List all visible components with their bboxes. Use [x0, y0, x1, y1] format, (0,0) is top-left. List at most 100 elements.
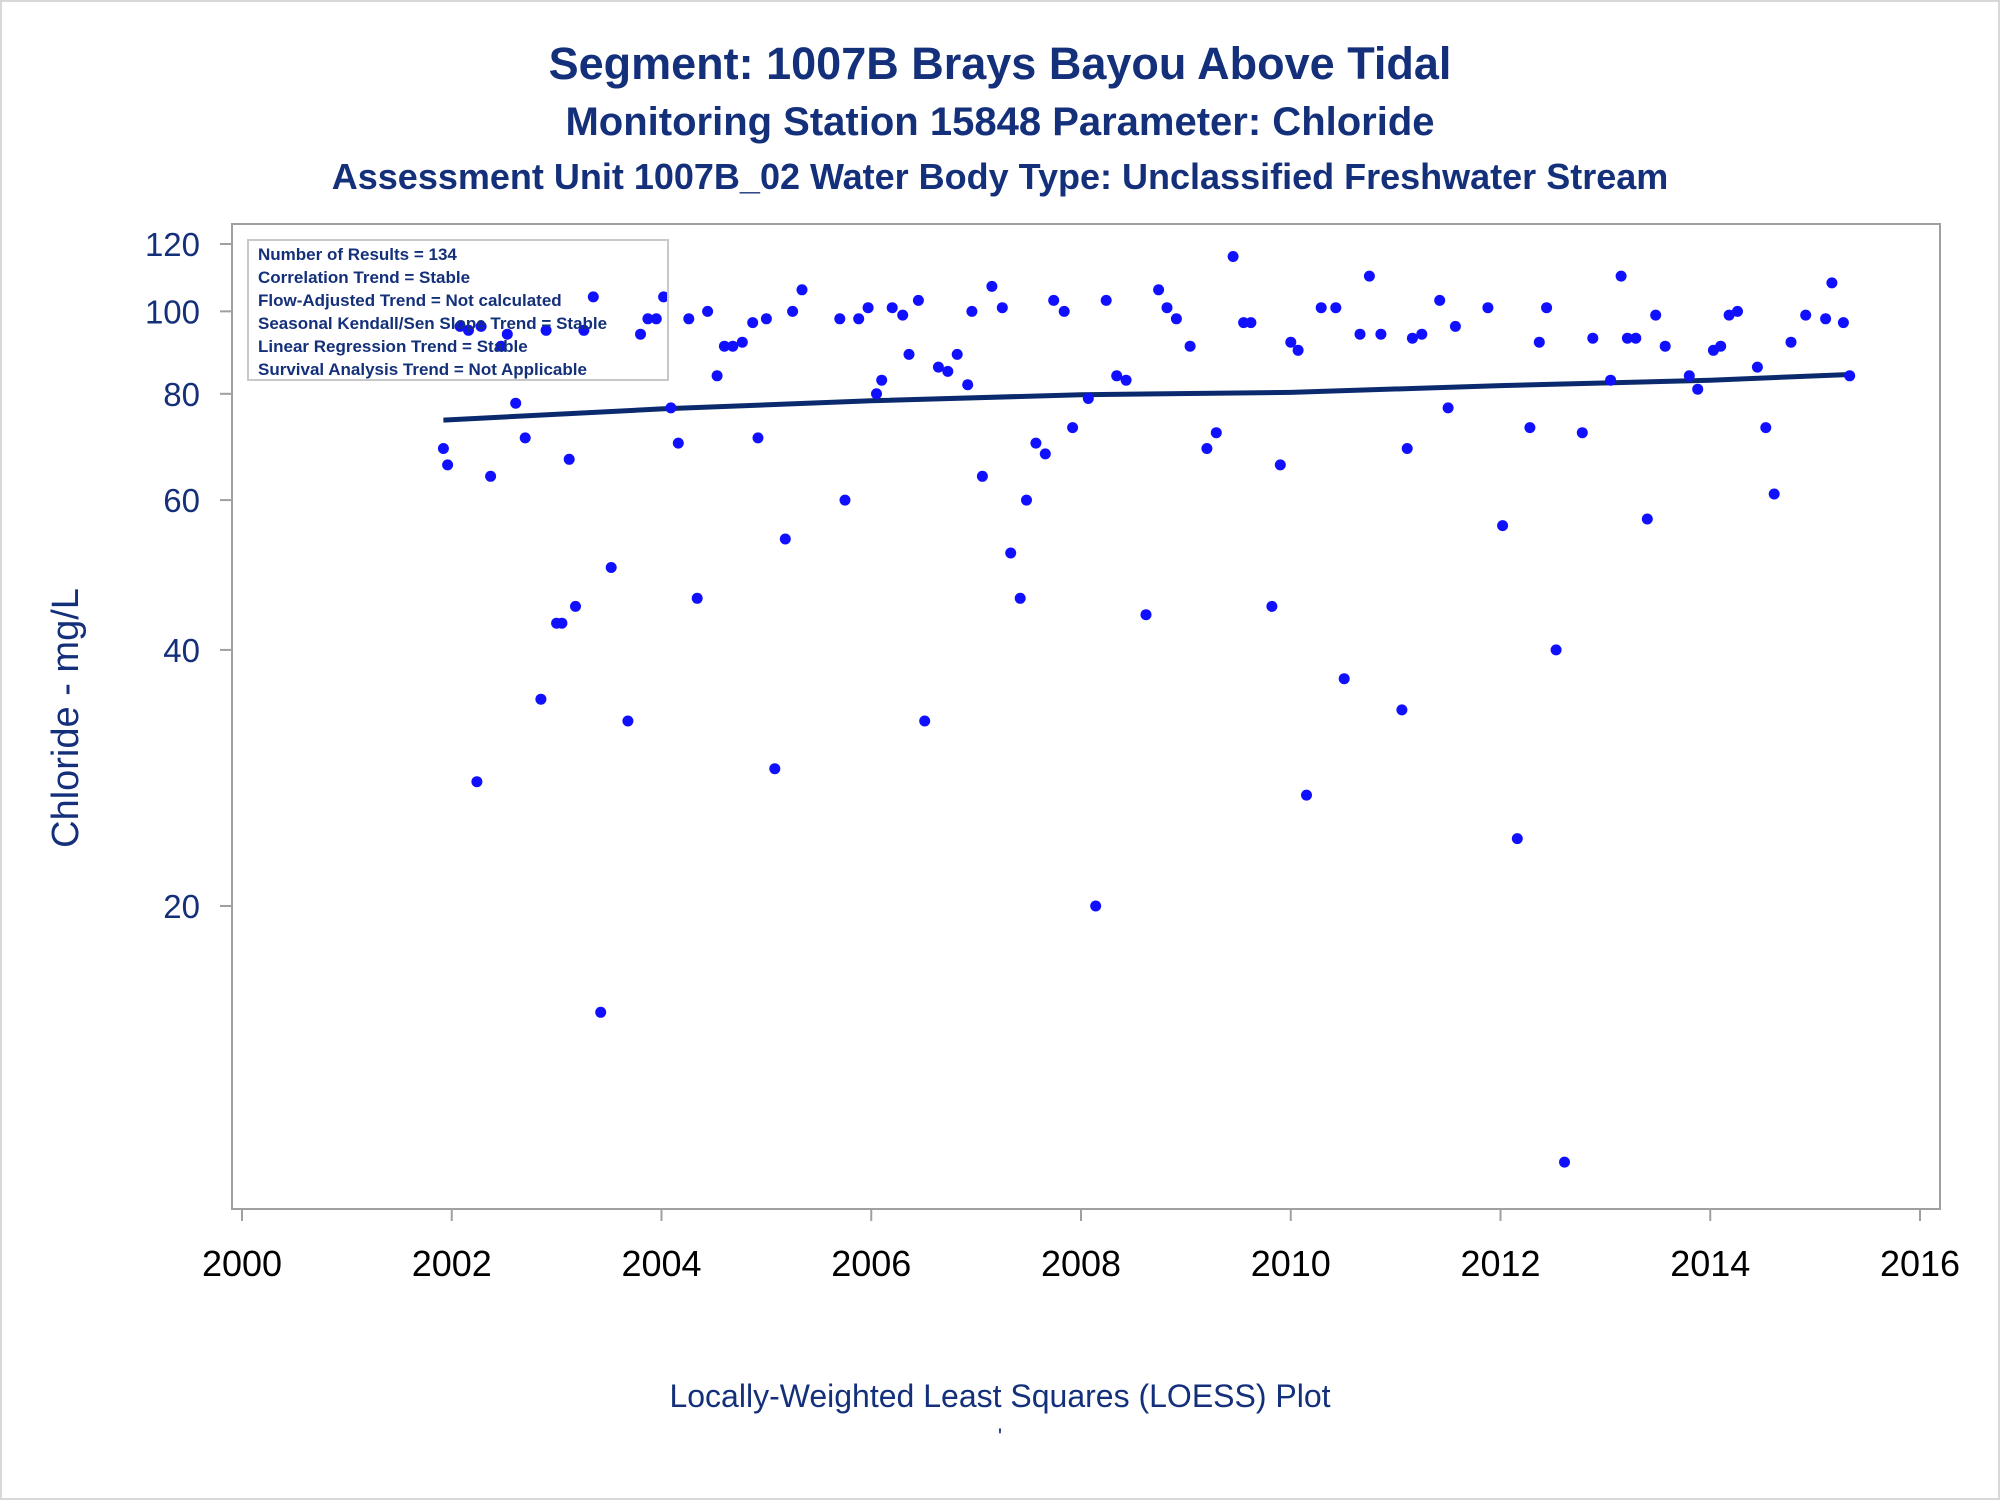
data-point: [1723, 309, 1735, 321]
data-point: [1245, 317, 1257, 329]
data-point: [942, 365, 954, 377]
data-point: [570, 600, 581, 612]
plot-area: [231, 223, 1941, 1210]
data-point: [779, 533, 791, 545]
data-point: [1442, 402, 1454, 414]
data-point: [1375, 328, 1387, 340]
data-point: [691, 592, 703, 604]
data-point: [1153, 284, 1165, 296]
data-point: [556, 617, 568, 629]
data-point: [1338, 673, 1350, 685]
y-tick-label: 20: [163, 888, 200, 925]
data-point: [1170, 313, 1182, 325]
data-point: [951, 348, 963, 360]
data-point: [1576, 427, 1588, 439]
data-point: [501, 328, 513, 340]
data-point: [976, 470, 988, 482]
data-point: [1630, 332, 1642, 344]
data-point: [1090, 900, 1102, 912]
data-point: [1820, 313, 1832, 325]
data-point: [1416, 328, 1428, 340]
data-point: [605, 562, 617, 573]
data-point: [642, 313, 654, 325]
x-tick-label: 2012: [1460, 1243, 1540, 1284]
data-point: [463, 324, 474, 336]
y-tick-label: 60: [163, 482, 200, 519]
data-point: [563, 453, 575, 465]
data-point: [1301, 789, 1312, 801]
chart-subtitle: Monitoring Station 15848 Parameter: Chlo…: [565, 100, 1435, 144]
data-point: [1533, 336, 1545, 348]
x-tick-label: 2014: [1670, 1243, 1750, 1284]
data-point: [1434, 294, 1446, 306]
data-point: [1111, 370, 1123, 382]
data-point: [519, 432, 531, 444]
data-point: [1844, 370, 1856, 382]
data-point: [454, 320, 466, 332]
data-point: [1401, 443, 1413, 454]
data-point: [1837, 317, 1849, 329]
data-point: [1396, 704, 1408, 716]
data-point: [1363, 270, 1375, 282]
data-point: [752, 432, 764, 444]
data-point: [1100, 294, 1112, 306]
data-point: [510, 397, 522, 409]
data-point: [1039, 448, 1051, 460]
data-point: [1659, 340, 1671, 352]
x-tick-label: 2004: [621, 1243, 701, 1284]
footer-caption: Locally-Weighted Least Squares (LOESS) P…: [669, 1378, 1331, 1414]
data-point: [1201, 443, 1213, 454]
data-point: [1315, 302, 1327, 314]
data-point: [437, 443, 449, 454]
data-point: [1751, 361, 1763, 373]
data-point: [672, 437, 684, 449]
data-point: [1161, 302, 1173, 314]
data-point: [540, 324, 552, 336]
data-point: [1449, 320, 1461, 332]
data-point: [1048, 294, 1060, 306]
stats-line: Survival Analysis Trend = Not Applicable: [258, 360, 587, 379]
data-point: [912, 294, 924, 306]
x-tick-label: 2010: [1251, 1243, 1331, 1284]
data-point: [475, 320, 487, 332]
data-point: [1266, 600, 1278, 612]
y-axis: 20 40 60 80 100 120: [145, 226, 232, 925]
data-points: [437, 251, 1856, 1168]
data-point: [1354, 328, 1366, 340]
x-tick-label: 2016: [1880, 1243, 1960, 1284]
data-point: [665, 402, 677, 414]
data-point: [1067, 422, 1079, 434]
data-point: [1559, 1156, 1570, 1168]
data-point: [1826, 277, 1838, 289]
trend-line: [443, 372, 1850, 423]
data-point: [876, 374, 888, 386]
x-axis: 2000 2002 2004 2006 2008 2010 2012 2014 2016: [202, 1209, 1960, 1284]
data-point: [1768, 488, 1780, 500]
data-point: [1650, 309, 1662, 321]
y-tick-label: 100: [145, 293, 200, 330]
data-point: [727, 340, 739, 352]
stats-line: Linear Regression Trend = Stable: [258, 337, 528, 356]
data-point: [862, 302, 874, 314]
data-point: [871, 388, 882, 400]
data-point: [853, 313, 865, 325]
data-point: [1715, 340, 1727, 352]
data-point: [1140, 609, 1152, 621]
data-point: [1785, 336, 1797, 348]
data-point: [1524, 422, 1536, 434]
data-point: [1227, 251, 1239, 262]
data-point: [1082, 393, 1094, 404]
data-point: [1550, 644, 1562, 656]
data-point: [747, 317, 759, 329]
data-point: [1184, 340, 1196, 352]
data-point: [658, 291, 670, 303]
data-point: [1732, 305, 1743, 317]
data-point: [702, 305, 714, 317]
data-point: [471, 776, 483, 788]
data-point: [485, 470, 497, 482]
data-point: [587, 291, 599, 303]
data-point: [897, 309, 909, 321]
data-point: [1285, 336, 1297, 348]
data-point: [495, 340, 507, 352]
